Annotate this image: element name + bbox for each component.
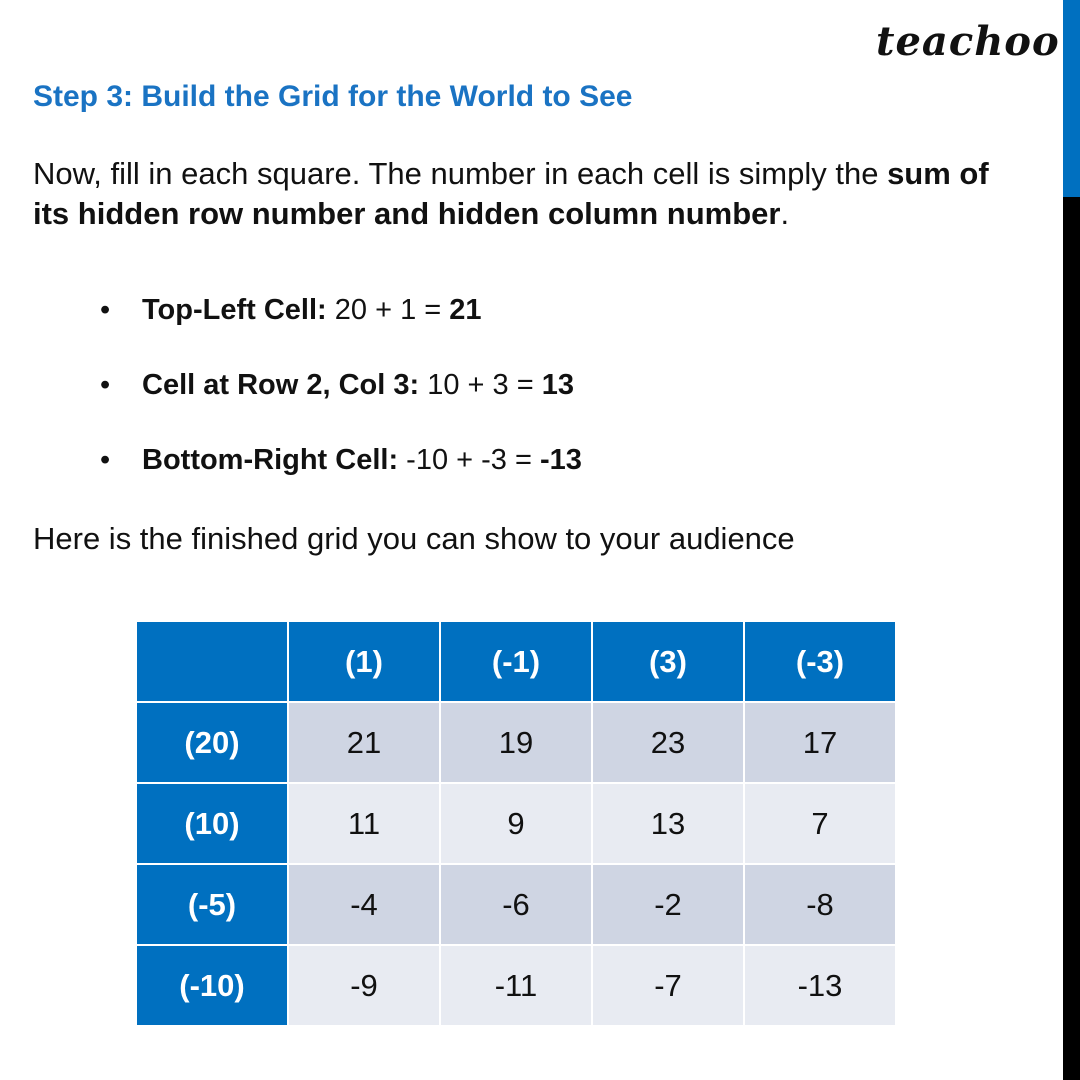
- table-cell: 7: [743, 782, 897, 865]
- table-cell: 17: [743, 701, 897, 784]
- table-cell: -2: [591, 863, 745, 946]
- side-accent-bar: [1063, 0, 1080, 197]
- table-row: (-10) -9 -11 -7 -13: [135, 944, 897, 1027]
- table-row: (10) 11 9 13 7: [135, 782, 897, 865]
- table-cell: -11: [439, 944, 593, 1027]
- table-header-row: (1) (-1) (3) (-3): [135, 620, 897, 703]
- column-header: (-1): [439, 620, 593, 703]
- table-cell: 19: [439, 701, 593, 784]
- column-header: (1): [287, 620, 441, 703]
- side-dark-bar: [1063, 197, 1080, 1080]
- table-cell: 23: [591, 701, 745, 784]
- table-cell: -6: [439, 863, 593, 946]
- step-title: Step 3: Build the Grid for the World to …: [33, 80, 633, 113]
- table-cell: 13: [591, 782, 745, 865]
- row-header: (-5): [135, 863, 289, 946]
- table-cell: 21: [287, 701, 441, 784]
- bullet-item: • Top-Left Cell: 20 + 1 = 21: [100, 294, 482, 326]
- bullet-list: • Top-Left Cell: 20 + 1 = 21 • Cell at Row…: [100, 294, 582, 519]
- row-header: (10): [135, 782, 289, 865]
- bullet-item: • Bottom-Right Cell: -10 + -3 = -13: [100, 444, 582, 476]
- corner-cell: [135, 620, 289, 703]
- sum-grid-table: (1) (-1) (3) (-3) (20) 21 19 23 17 (10) …: [135, 620, 897, 1027]
- teachoo-logo: teachoo: [876, 18, 1060, 65]
- table-row: (-5) -4 -6 -2 -8: [135, 863, 897, 946]
- outro-text: Here is the finished grid you can show t…: [33, 521, 795, 556]
- bullet-item: • Cell at Row 2, Col 3: 10 + 3 = 13: [100, 369, 574, 401]
- table-cell: 9: [439, 782, 593, 865]
- table-cell: -8: [743, 863, 897, 946]
- intro-paragraph: Now, fill in each square. The number in …: [33, 156, 989, 231]
- table-cell: 11: [287, 782, 441, 865]
- table-cell: -7: [591, 944, 745, 1027]
- row-header: (-10): [135, 944, 289, 1027]
- table-row: (20) 21 19 23 17: [135, 701, 897, 784]
- table-cell: -9: [287, 944, 441, 1027]
- table-cell: -13: [743, 944, 897, 1027]
- column-header: (-3): [743, 620, 897, 703]
- row-header: (20): [135, 701, 289, 784]
- table-cell: -4: [287, 863, 441, 946]
- column-header: (3): [591, 620, 745, 703]
